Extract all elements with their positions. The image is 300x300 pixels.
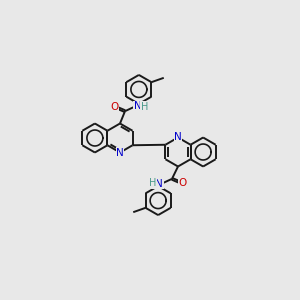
Text: O: O (178, 178, 186, 188)
Text: N: N (155, 179, 163, 189)
Text: N: N (174, 133, 182, 142)
Text: O: O (111, 102, 119, 112)
Text: H: H (149, 178, 156, 188)
Text: N: N (134, 101, 142, 111)
Text: N: N (116, 148, 124, 158)
Text: H: H (141, 102, 148, 112)
